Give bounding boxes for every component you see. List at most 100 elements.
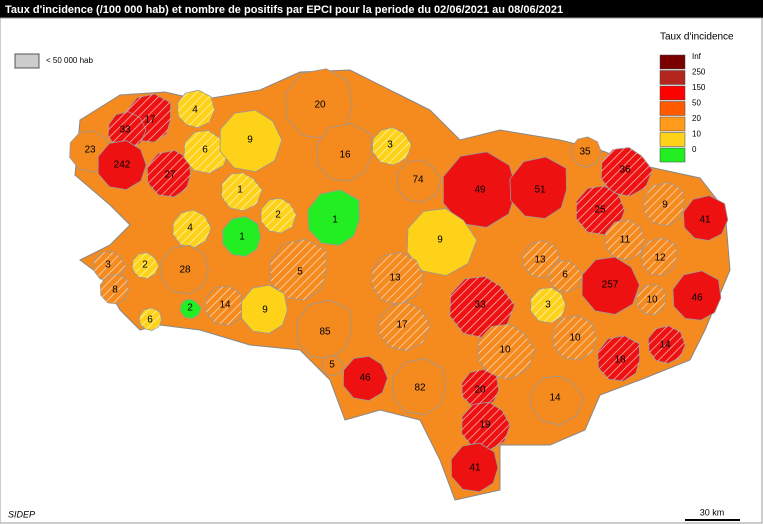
legend-label: 50: [692, 99, 701, 108]
region-label: 4: [187, 223, 193, 234]
region-hatch: [221, 172, 263, 211]
region-hatch: [553, 315, 597, 361]
legend-label: 250: [692, 68, 706, 77]
legend-swatch: [659, 101, 686, 116]
region-label: 51: [534, 185, 546, 196]
region: [450, 442, 499, 493]
region-label: 13: [389, 273, 401, 284]
region-label: 14: [659, 340, 671, 351]
region-hatch: [576, 185, 625, 235]
region-label: 9: [662, 200, 668, 211]
title-bar: [0, 0, 763, 18]
region-label: 2: [275, 210, 281, 221]
region-label: 41: [469, 463, 481, 474]
region-label: 1: [237, 185, 243, 196]
region-label: 17: [396, 320, 408, 331]
region-hatch: [478, 324, 535, 380]
region-label: 82: [414, 383, 426, 394]
region-hatch: [549, 260, 584, 293]
region-hatch: [644, 182, 685, 226]
region-label: 19: [479, 420, 491, 431]
region-hatch: [172, 210, 212, 248]
region-label: 14: [549, 393, 561, 404]
legend-label: 0: [692, 145, 697, 154]
region-label: 25: [594, 205, 606, 216]
region-hatch: [372, 127, 412, 166]
legend-label: 10: [692, 130, 701, 139]
region: [682, 195, 729, 241]
region-hatch: [205, 286, 246, 326]
region-label: 6: [562, 270, 568, 281]
region-hatch: [184, 130, 230, 174]
region: [672, 270, 722, 321]
legend-swatch: [659, 70, 686, 85]
region-label: 5: [297, 267, 303, 278]
hatch-swatch-fill: [14, 53, 40, 69]
region-label: 1: [239, 232, 245, 243]
region-hatch: [461, 369, 499, 407]
region-label: 33: [474, 300, 486, 311]
region: [342, 355, 388, 402]
region-hatch: [177, 90, 215, 128]
legend-label: Inf: [692, 52, 702, 61]
region: [180, 298, 202, 320]
region-hatch: [93, 251, 126, 282]
region-label: 28: [179, 265, 191, 276]
region: [295, 299, 353, 359]
region: [316, 122, 373, 182]
region-label: 9: [247, 135, 253, 146]
region: [530, 375, 585, 426]
region-label: 5: [329, 360, 335, 371]
region-hatch: [371, 252, 424, 305]
region-label: 41: [699, 215, 711, 226]
region-hatch: [379, 302, 430, 351]
region: [160, 244, 209, 295]
region-hatch: [597, 335, 640, 382]
hatch-legend: < 50 000 hab: [46, 56, 93, 65]
region-label: 49: [474, 185, 486, 196]
region: [571, 136, 602, 168]
region-label: 35: [579, 147, 591, 158]
region-label: 10: [569, 333, 581, 344]
region-label: 11: [620, 235, 631, 246]
region-label: 74: [412, 175, 424, 186]
source: SIDEP: [8, 509, 35, 519]
region-label: 27: [164, 170, 176, 181]
region-label: 9: [262, 305, 268, 316]
region-label: 85: [319, 327, 331, 338]
region-label: 257: [602, 280, 619, 291]
region-hatch: [461, 402, 511, 450]
legend-swatch: [659, 147, 686, 163]
region: [241, 284, 288, 334]
region-label: 46: [691, 293, 703, 304]
region-label: 10: [499, 345, 511, 356]
frame: [0, 17, 763, 524]
region-hatch: [132, 252, 159, 279]
region: [307, 189, 360, 246]
region: [219, 109, 283, 173]
region-label: 2: [187, 303, 193, 314]
region: [581, 256, 640, 315]
region-label: 9: [437, 235, 443, 246]
region: [442, 151, 517, 228]
title: Taux d'incidence (/100 000 hab) et nombr…: [5, 4, 563, 16]
region-label: 6: [147, 315, 153, 326]
region-hatch: [605, 219, 645, 260]
region-hatch: [601, 147, 653, 197]
region: [97, 140, 147, 191]
legend-swatch: [659, 54, 686, 70]
region: [222, 216, 262, 257]
legend-swatch: [659, 85, 686, 101]
scale-label: 30 km: [700, 507, 725, 517]
legend: Inf 250 150 50 20 10 0: [659, 52, 706, 163]
legend-swatch: [659, 132, 686, 147]
region-label: 8: [112, 285, 118, 296]
region: [509, 156, 567, 219]
region-hatch: [648, 325, 686, 364]
legend-label: 150: [692, 83, 706, 92]
region-label: 2: [142, 260, 148, 271]
region-label: 14: [219, 300, 231, 311]
region: [321, 355, 344, 377]
